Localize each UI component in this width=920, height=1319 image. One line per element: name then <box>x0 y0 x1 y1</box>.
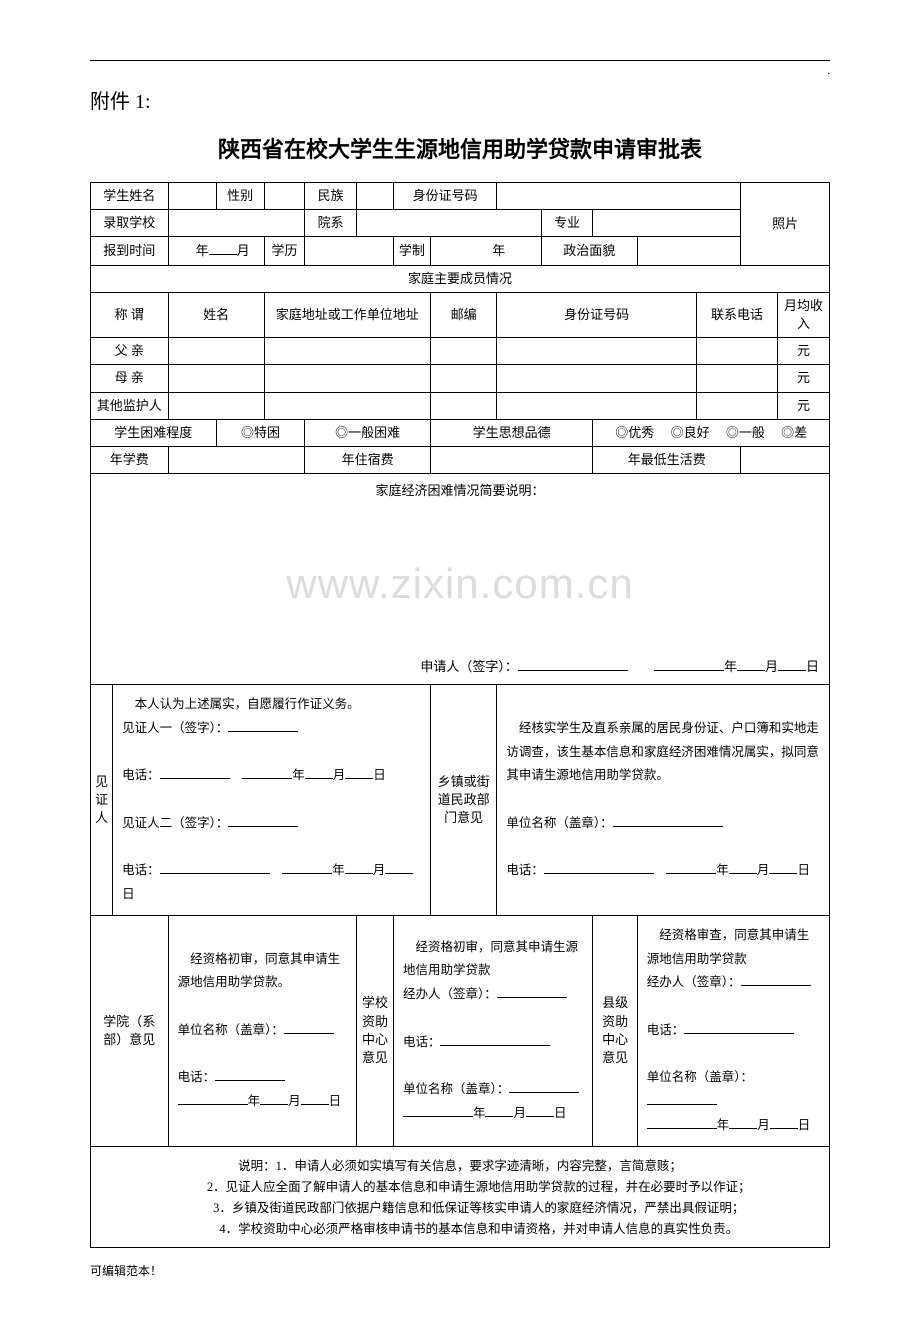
label-dorm: 年住宿费 <box>305 446 431 473</box>
row-father-address[interactable] <box>264 338 430 365</box>
field-student-name[interactable] <box>168 183 216 210</box>
col-income: 月均收入 <box>778 292 830 337</box>
township-side-label: 乡镇或街道民政部门意见 <box>430 685 497 916</box>
field-ethnicity[interactable] <box>357 183 394 210</box>
explanation-cell[interactable]: 家庭经济困难情况简要说明： 申请人（签字）： 年月日 <box>91 474 830 685</box>
row-other-name[interactable] <box>168 392 264 419</box>
college-side-label: 学院（系部）意见 <box>91 915 169 1146</box>
row-other-id[interactable] <box>497 392 696 419</box>
row-father-phone[interactable] <box>696 338 777 365</box>
label-political: 政治面貌 <box>541 237 637 265</box>
label-school: 录取学校 <box>91 210 169 237</box>
label-student-name: 学生姓名 <box>91 183 169 210</box>
row-mother-id[interactable] <box>497 365 696 392</box>
col-zip: 邮编 <box>430 292 497 337</box>
field-department[interactable] <box>357 210 542 237</box>
attachment-label: 附件 1: <box>90 85 830 114</box>
label-education: 学历 <box>264 237 305 265</box>
row-father-id[interactable] <box>497 338 696 365</box>
notes-cell: 说明：1．申请人必须如实填写有关信息，要求字迹清晰，内容完整，言简意赅； 2．见… <box>91 1146 830 1247</box>
countycenter-block[interactable]: 经资格审查，同意其申请生源地信用助学贷款 经办人（签章）： 电话： 单位名称（盖… <box>637 915 829 1146</box>
field-report-time[interactable]: 年月 <box>168 237 264 265</box>
col-idnum: 身份证号码 <box>497 292 696 337</box>
field-dorm[interactable] <box>430 446 593 473</box>
row-mother-label: 母 亲 <box>91 365 169 392</box>
row-other-zip[interactable] <box>430 392 497 419</box>
row-mother-income[interactable]: 元 <box>778 365 830 392</box>
label-moral: 学生思想品德 <box>430 419 593 446</box>
row-mother-name[interactable] <box>168 365 264 392</box>
row-mother-address[interactable] <box>264 365 430 392</box>
footer-editable-note: 可编辑范本！ <box>90 1262 830 1279</box>
moral-options[interactable]: ◎优秀 ◎良好 ◎一般 ◎差 <box>593 419 830 446</box>
label-report-time: 报到时间 <box>91 237 169 265</box>
field-political[interactable] <box>637 237 740 265</box>
explain-label: 家庭经济困难情况简要说明： <box>99 482 821 500</box>
row-mother-phone[interactable] <box>696 365 777 392</box>
col-relation: 称 谓 <box>91 292 169 337</box>
schoolcenter-block[interactable]: 经资格初审，同意其申请生源地信用助学贷款 经办人（签章）： 电话： 单位名称（盖… <box>393 915 592 1146</box>
field-gender[interactable] <box>264 183 305 210</box>
row-father-income[interactable]: 元 <box>778 338 830 365</box>
row-father-name[interactable] <box>168 338 264 365</box>
application-form-table: 学生姓名 性别 民族 身份证号码 照片 录取学校 院系 专业 报到时间 年月 学… <box>90 182 830 1248</box>
col-address: 家庭地址或工作单位地址 <box>264 292 430 337</box>
field-duration[interactable]: 年 <box>430 237 541 265</box>
field-tuition[interactable] <box>168 446 305 473</box>
field-living[interactable] <box>741 446 830 473</box>
label-living: 年最低生活费 <box>593 446 741 473</box>
form-title: 陕西省在校大学生生源地信用助学贷款申请审批表 <box>90 132 830 164</box>
col-name: 姓名 <box>168 292 264 337</box>
witness-side-label: 见证人 <box>91 685 113 916</box>
label-id-number: 身份证号码 <box>393 183 496 210</box>
row-father-zip[interactable] <box>430 338 497 365</box>
label-tuition: 年学费 <box>91 446 169 473</box>
label-duration: 学制 <box>393 237 430 265</box>
label-ethnicity: 民族 <box>305 183 357 210</box>
witness-block[interactable]: 本人认为上述属实，自愿履行作证义务。 见证人一（签字）： 电话： 年月日 见证人… <box>113 685 431 916</box>
row-mother-zip[interactable] <box>430 365 497 392</box>
countycenter-side-label: 县级资助中心意见 <box>593 915 637 1146</box>
township-block[interactable]: 经核实学生及直系亲属的居民身份证、户口簿和实地走访调查，该生基本信息和家庭经济困… <box>497 685 830 916</box>
row-other-address[interactable] <box>264 392 430 419</box>
col-phone: 联系电话 <box>696 292 777 337</box>
label-major: 专业 <box>541 210 593 237</box>
field-id-number[interactable] <box>497 183 741 210</box>
family-section-heading: 家庭主要成员情况 <box>91 265 830 292</box>
row-father-label: 父 亲 <box>91 338 169 365</box>
row-other-income[interactable]: 元 <box>778 392 830 419</box>
opt-special[interactable]: ◎特困 <box>216 419 305 446</box>
label-gender: 性别 <box>216 183 264 210</box>
row-other-label: 其他监护人 <box>91 392 169 419</box>
page-corner-dot: . <box>90 67 830 75</box>
opt-normal-difficulty[interactable]: ◎一般困难 <box>305 419 431 446</box>
field-education[interactable] <box>305 237 394 265</box>
schoolcenter-side-label: 学校资助中心意见 <box>357 915 394 1146</box>
label-difficulty: 学生困难程度 <box>91 419 217 446</box>
field-major[interactable] <box>593 210 741 237</box>
applicant-signature-line[interactable]: 申请人（签字）： 年月日 <box>420 657 819 676</box>
photo-cell: 照片 <box>741 183 830 266</box>
college-block[interactable]: 经资格初审，同意其申请生源地信用助学贷款。 单位名称（盖章）： 电话： 年月日 <box>168 915 356 1146</box>
field-school[interactable] <box>168 210 305 237</box>
label-department: 院系 <box>305 210 357 237</box>
row-other-phone[interactable] <box>696 392 777 419</box>
